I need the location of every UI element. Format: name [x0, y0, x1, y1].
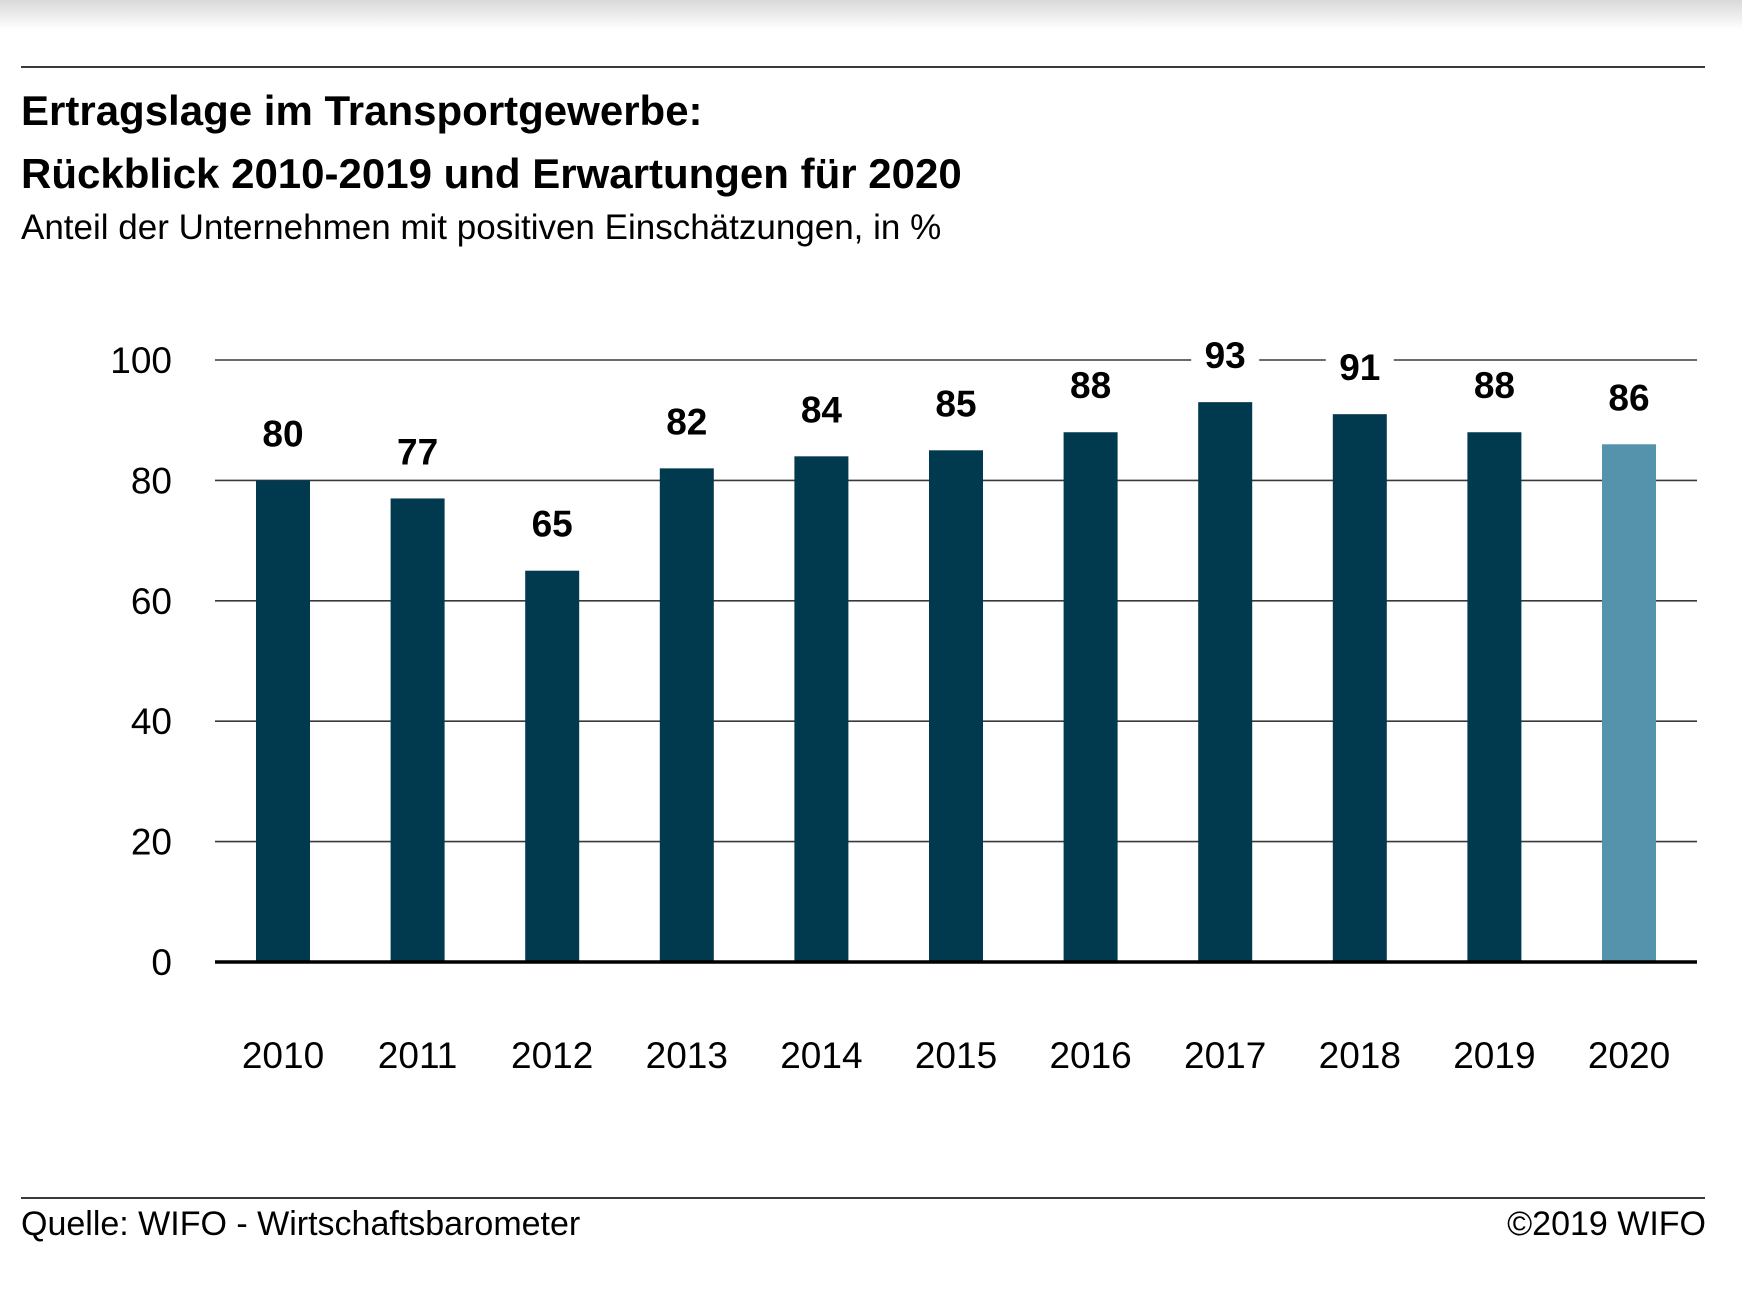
source-note: Quelle: WIFO - Wirtschaftsbarometer	[21, 1205, 581, 1243]
bar	[1332, 414, 1387, 962]
bar	[1602, 444, 1656, 962]
data-label-background	[1460, 364, 1529, 409]
top-rule	[21, 66, 1705, 68]
data-label-background	[1595, 376, 1663, 421]
chart-subtitle: Anteil der Unternehmen mit positiven Ein…	[21, 208, 942, 247]
data-label: 93	[1205, 335, 1246, 376]
bar	[256, 480, 310, 962]
bar	[1198, 402, 1253, 962]
top-shadow	[0, 0, 1742, 30]
bar	[794, 456, 849, 962]
bar	[1063, 432, 1118, 962]
x-tick-label: 2020	[1588, 1035, 1670, 1076]
data-label-background	[1325, 346, 1394, 391]
data-label: 88	[1070, 365, 1111, 406]
x-tick-label: 2018	[1319, 1035, 1401, 1076]
data-label: 77	[397, 431, 438, 472]
y-tick-label: 100	[110, 340, 172, 381]
data-label: 91	[1339, 347, 1380, 388]
bar	[525, 570, 580, 962]
data-label: 84	[801, 389, 843, 430]
data-label-background	[787, 388, 856, 433]
data-label: 65	[532, 504, 573, 545]
x-tick-label: 2014	[780, 1035, 862, 1076]
data-label: 86	[1608, 377, 1649, 418]
chart-title-line1: Ertragslage im Transportgewerbe:	[21, 87, 703, 134]
x-tick-label: 2019	[1453, 1035, 1535, 1076]
copyright-note: ©2019 WIFO	[1507, 1205, 1706, 1243]
chart-title-line2: Rückblick 2010-2019 und Erwartungen für …	[21, 150, 962, 197]
y-tick-label: 80	[131, 460, 172, 501]
x-tick-label: 2017	[1184, 1035, 1266, 1076]
data-label: 80	[262, 413, 303, 454]
data-label: 85	[935, 383, 976, 424]
data-label-background	[518, 502, 587, 547]
data-label-background	[922, 382, 990, 427]
data-label: 88	[1474, 365, 1515, 406]
x-tick-label: 2016	[1049, 1035, 1131, 1076]
bar-chart: 0 20 40 60 80 100 80 2010 77 2011 65 2012 82 2013 84 20…	[110, 334, 1697, 1076]
x-tick-label: 2011	[378, 1035, 458, 1076]
bar	[390, 498, 445, 962]
y-tick-label: 20	[131, 822, 172, 863]
bottom-rule	[21, 1197, 1705, 1199]
x-tick-label: 2010	[242, 1035, 324, 1076]
data-label-background	[652, 400, 721, 445]
x-tick-label: 2012	[511, 1035, 593, 1076]
y-tick-label: 40	[131, 701, 172, 742]
x-tick-label: 2015	[915, 1035, 997, 1076]
bar	[659, 468, 714, 962]
y-tick-label: 60	[131, 581, 172, 622]
data-label-background	[1056, 364, 1125, 409]
bar	[929, 450, 983, 962]
x-tick-label: 2013	[646, 1035, 728, 1076]
bar	[1467, 432, 1522, 962]
data-label-background	[1191, 334, 1260, 379]
data-label: 82	[666, 401, 707, 442]
y-tick-label: 0	[151, 942, 172, 983]
data-label-background	[249, 412, 317, 457]
data-label-background	[383, 430, 452, 475]
